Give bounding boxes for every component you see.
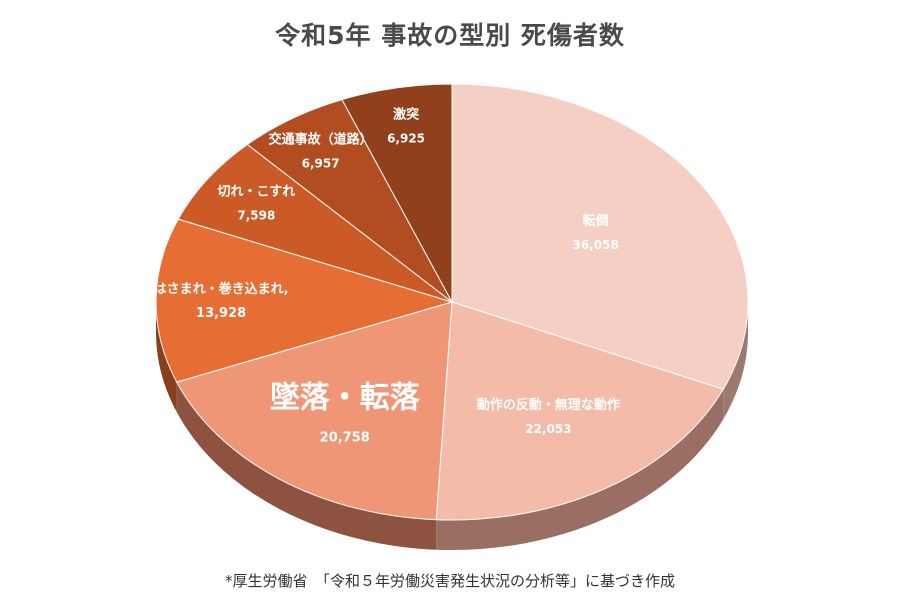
slice-value-2: 20,758 — [320, 431, 370, 446]
pie-slice-3 — [155, 218, 454, 383]
pie-labels: 転倒 36,058 動作の反動・無理な動作 22,053 墜落・転落 20,758 はさまれ… — [154, 106, 620, 445]
source-note: *厚生労働省 「令和５年労働災害発生状況の分析等」に基づき作成 — [224, 572, 675, 590]
pie-slice-2 — [175, 301, 453, 521]
slice-value-6: 6,925 — [387, 131, 425, 145]
slice-label-1: 動作の反動・無理な動作 — [477, 397, 620, 413]
pie-slice-6 — [341, 83, 453, 303]
slice-label-0: 転倒 — [583, 213, 609, 229]
slice-label-6: 激突 — [393, 106, 419, 122]
slice-value-1: 22,053 — [525, 422, 571, 436]
pie-side-3 — [156, 302, 177, 413]
chart-title: 令和5年 事故の型別 死傷者数 — [275, 21, 625, 50]
pie-side-walls — [156, 302, 748, 550]
pie-slice-4 — [177, 143, 453, 303]
pie-slice-0 — [451, 83, 749, 390]
slice-value-3: 13,928 — [196, 306, 246, 321]
slice-label-4: 切れ・こすれ — [218, 185, 296, 200]
slice-label-2: 墜落・転落 — [270, 381, 421, 416]
slice-label-3: はさまれ・巻き込まれ, — [154, 281, 289, 297]
slice-value-4: 7,598 — [237, 209, 275, 223]
slice-value-0: 36,058 — [572, 238, 618, 252]
pie-side-1 — [436, 389, 724, 550]
pie-slice-1 — [435, 301, 725, 521]
slice-value-5: 6,957 — [302, 157, 340, 171]
pie-side-0 — [723, 302, 748, 420]
slice-label-5: 交通事故（道路） — [269, 132, 373, 148]
pie-side-2 — [176, 382, 437, 550]
pie-slices — [155, 83, 749, 521]
